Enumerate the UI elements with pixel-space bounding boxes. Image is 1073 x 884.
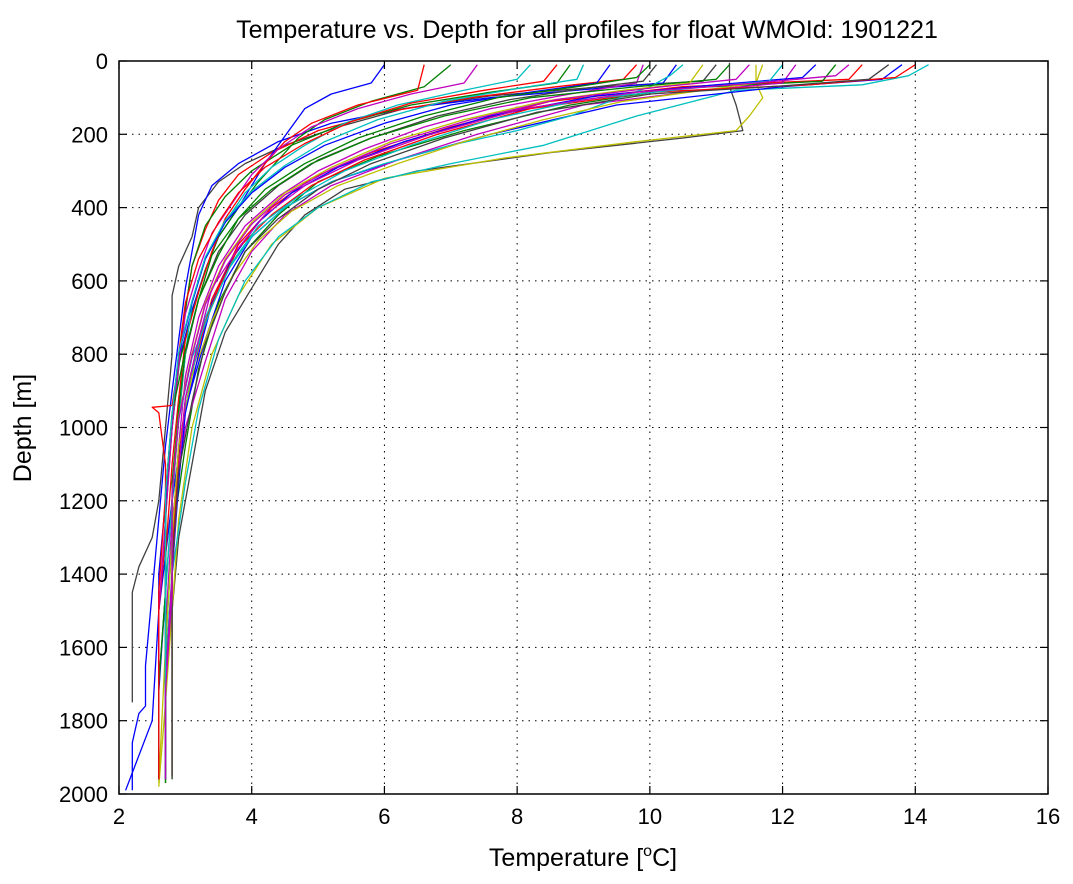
profile-line-15 <box>164 64 658 780</box>
profile-line-16 <box>158 64 385 780</box>
profile-line-17 <box>164 64 452 783</box>
profile-line-32 <box>164 64 750 780</box>
y-tick-label: 800 <box>71 342 108 367</box>
y-axis-label: Depth [m] <box>9 374 37 482</box>
profile-line-23 <box>171 64 916 776</box>
x-axis-label: Temperature [oC] <box>489 843 677 872</box>
x-tick-labels: 2 4 6 8 10 12 14 16 <box>113 804 1060 829</box>
y-tick-label: 2000 <box>59 782 108 807</box>
x-tick-label: 16 <box>1036 804 1060 829</box>
chart-title: Temperature vs. Depth for all profiles f… <box>236 16 938 44</box>
y-tick-label: 1800 <box>59 709 108 734</box>
y-tick-label: 400 <box>71 196 108 221</box>
y-tick-label: 200 <box>71 122 108 147</box>
y-tick-label: 0 <box>96 49 108 74</box>
x-tick-label: 8 <box>511 804 523 829</box>
y-tick-labels: 0 200 400 600 800 1000 1200 1400 1600 1800 2000 <box>59 49 108 807</box>
profile-line-20 <box>158 64 478 780</box>
profile-line-19 <box>164 64 531 780</box>
series-lines <box>124 62 929 791</box>
x-tick-label: 2 <box>113 804 125 829</box>
x-tick-label: 6 <box>378 804 390 829</box>
x-tick-label: 4 <box>246 804 258 829</box>
axis-ticks <box>118 60 1049 795</box>
x-axis-label-superscript: o <box>643 843 652 860</box>
grid <box>119 61 1048 794</box>
x-tick-label: 14 <box>903 804 927 829</box>
profile-line-8 <box>131 64 717 703</box>
profile-line-1 <box>164 62 744 780</box>
x-tick-label: 10 <box>638 804 662 829</box>
profile-line-27 <box>171 64 890 780</box>
y-tick-label: 1000 <box>59 416 108 441</box>
y-tick-label: 600 <box>71 269 108 294</box>
profile-line-24 <box>171 64 784 780</box>
x-axis-label-prefix: Temperature [ <box>489 844 643 872</box>
profile-line-3 <box>164 64 929 780</box>
profile-line-4 <box>124 64 903 791</box>
profile-line-10 <box>151 64 638 780</box>
profile-line-5 <box>171 64 863 776</box>
profile-line-30 <box>158 64 558 780</box>
y-tick-label: 1400 <box>59 562 108 587</box>
plot-frame <box>118 60 1049 795</box>
profile-line-18 <box>164 64 425 780</box>
profile-line-9 <box>131 64 677 791</box>
y-tick-label: 1600 <box>59 635 108 660</box>
profile-line-14 <box>158 64 764 784</box>
x-tick-label: 12 <box>770 804 794 829</box>
profile-line-31 <box>164 64 585 780</box>
y-tick-label: 1200 <box>59 489 108 514</box>
x-axis-label-suffix: C] <box>652 844 677 872</box>
